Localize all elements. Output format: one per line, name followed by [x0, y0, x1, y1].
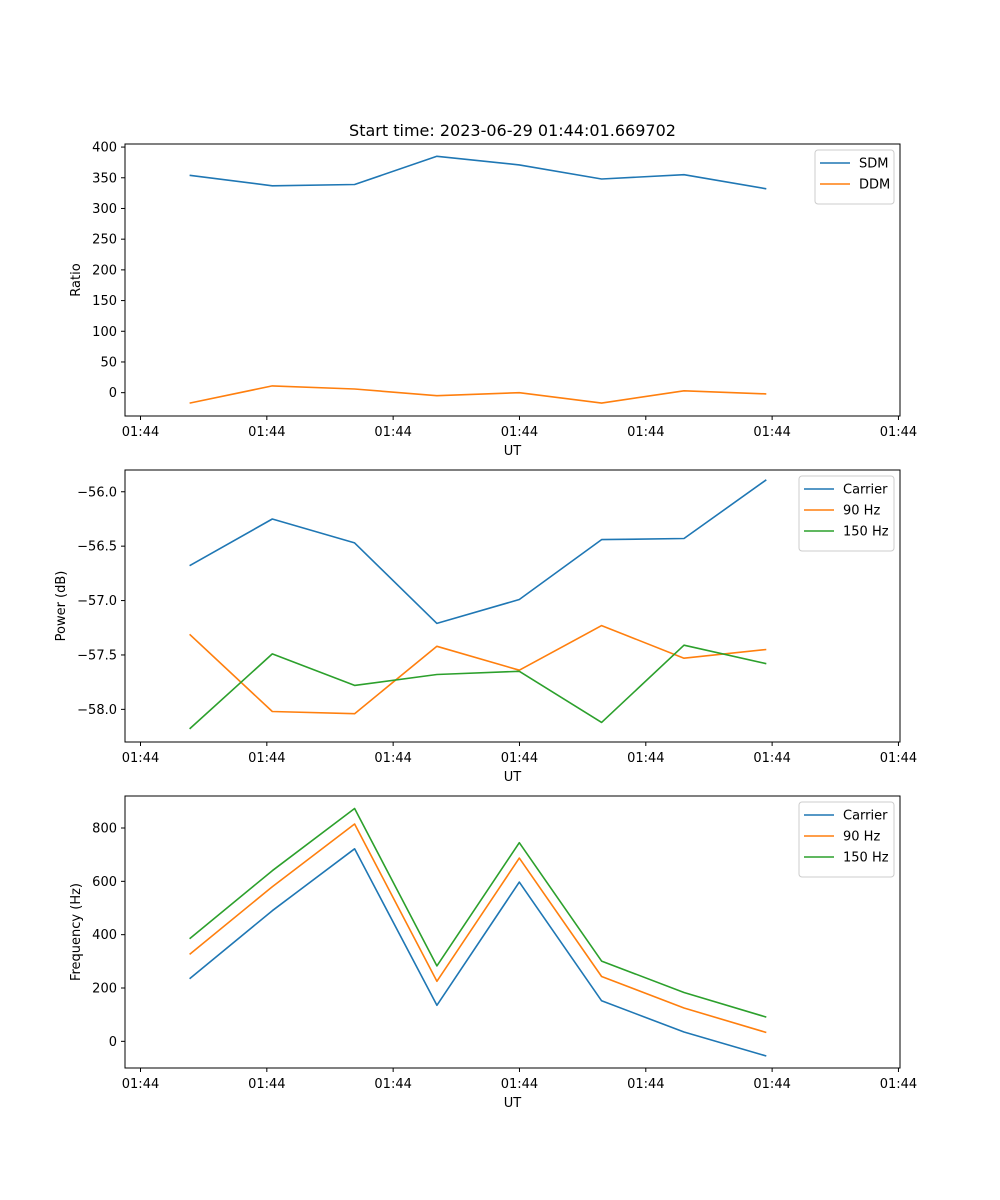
- y-tick-label: −56.0: [77, 485, 117, 500]
- figure-title: Start time: 2023-06-29 01:44:01.669702: [349, 121, 676, 140]
- legend-label: 150 Hz: [843, 851, 889, 866]
- y-tick-label: 200: [92, 982, 117, 997]
- x-tick-label: 01:44: [880, 1077, 917, 1092]
- series-line-carrier: [189, 479, 767, 625]
- x-axis-label: UT: [504, 770, 522, 785]
- series-line-150-hz: [189, 807, 767, 1018]
- y-tick-label: 800: [92, 822, 117, 837]
- series-line-90-hz: [189, 823, 767, 1034]
- x-tick-label: 01:44: [248, 425, 285, 440]
- axes-frame: [124, 143, 901, 417]
- series-line-carrier: [189, 847, 767, 1057]
- x-tick-label: 01:44: [880, 751, 917, 766]
- y-axis-label: Frequency (Hz): [69, 883, 84, 981]
- y-tick-label: −57.5: [77, 648, 117, 663]
- y-tick-label: 400: [92, 928, 117, 943]
- legend-label: 90 Hz: [843, 830, 880, 845]
- x-tick-label: 01:44: [248, 751, 285, 766]
- chart-panel-3: 01:44 01:44 01:44 01:44 01:44 01:44 01:44 0 200 4…: [69, 795, 917, 1111]
- x-tick-label: 01:44: [627, 751, 664, 766]
- axes-frame: [124, 469, 901, 743]
- legend-box: [798, 475, 895, 552]
- x-tick-label: 01:44: [627, 1077, 664, 1092]
- x-tick-label: 01:44: [122, 1077, 159, 1092]
- series-line-90-hz: [189, 624, 767, 715]
- x-tick-label: 01:44: [374, 425, 411, 440]
- x-axis-label: UT: [504, 1096, 522, 1111]
- y-tick-label: 600: [92, 875, 117, 890]
- series-line-150-hz: [189, 644, 767, 730]
- series-line-sdm: [189, 155, 767, 190]
- y-tick-label: 100: [92, 325, 117, 340]
- x-tick-label: 01:44: [374, 1077, 411, 1092]
- x-tick-label: 01:44: [501, 425, 538, 440]
- y-tick-label: 200: [92, 263, 117, 278]
- series-line-ddm: [189, 385, 767, 404]
- x-axis-label: UT: [504, 444, 522, 459]
- legend-label: 150 Hz: [843, 525, 889, 540]
- y-tick-label: 50: [100, 355, 117, 370]
- chart-panel-2: 01:44 01:44 01:44 01:44 01:44 01:44 01:44 −58.0…: [54, 469, 917, 785]
- y-tick-label: −57.0: [77, 594, 117, 609]
- x-tick-label: 01:44: [753, 425, 790, 440]
- legend-label: Carrier: [843, 809, 888, 824]
- x-tick-label: 01:44: [627, 425, 664, 440]
- y-tick-label: 0: [109, 386, 117, 401]
- y-tick-label: −58.0: [77, 703, 117, 718]
- x-tick-label: 01:44: [374, 751, 411, 766]
- y-tick-label: 300: [92, 202, 117, 217]
- legend-box: [798, 801, 895, 878]
- x-tick-label: 01:44: [122, 425, 159, 440]
- legend-label: DDM: [859, 178, 890, 193]
- y-tick-label: −56.5: [77, 540, 117, 555]
- legend-label: 90 Hz: [843, 504, 880, 519]
- x-tick-label: 01:44: [122, 751, 159, 766]
- axes-frame: [124, 795, 901, 1069]
- x-tick-label: 01:44: [501, 751, 538, 766]
- y-axis-label: Power (dB): [54, 571, 69, 642]
- y-tick-label: 150: [92, 294, 117, 309]
- legend-label: Carrier: [843, 483, 888, 498]
- y-axis-label: Ratio: [69, 263, 84, 296]
- y-tick-label: 350: [92, 171, 117, 186]
- charts: 01:44 01:44 01:44 01:44 01:44 01:44 01:44 0 50 10…: [54, 141, 917, 1111]
- y-tick-label: 250: [92, 233, 117, 248]
- x-tick-label: 01:44: [880, 425, 917, 440]
- x-tick-label: 01:44: [248, 1077, 285, 1092]
- legend-label: SDM: [859, 157, 888, 172]
- y-tick-label: 400: [92, 141, 117, 156]
- chart-panel-1: 01:44 01:44 01:44 01:44 01:44 01:44 01:44 0 50 10…: [69, 141, 917, 459]
- x-tick-label: 01:44: [753, 751, 790, 766]
- y-tick-label: 0: [109, 1035, 117, 1050]
- x-tick-label: 01:44: [753, 1077, 790, 1092]
- x-tick-label: 01:44: [501, 1077, 538, 1092]
